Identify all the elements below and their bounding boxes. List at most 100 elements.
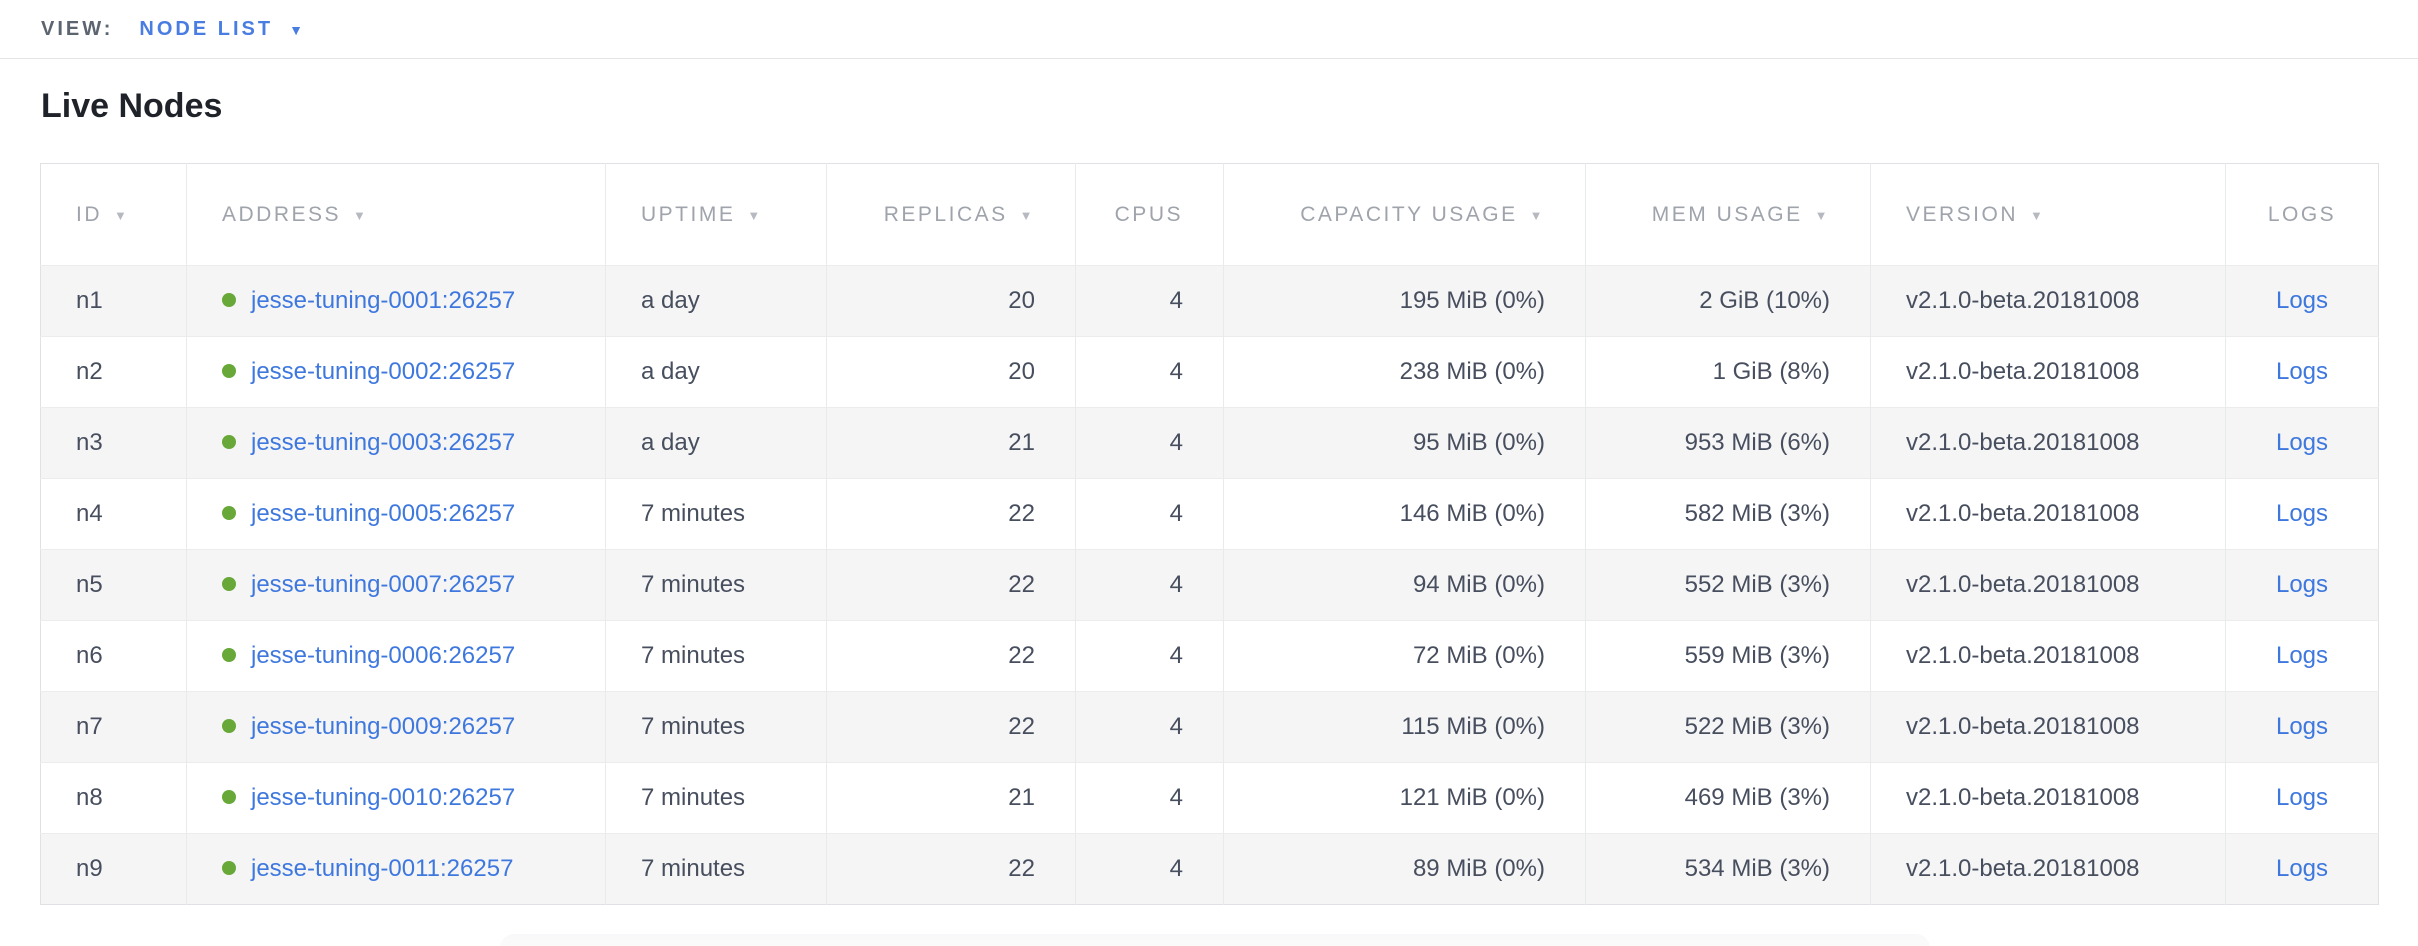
node-live-status-icon	[222, 293, 236, 307]
node-capacity_usage-cell: 72 MiB (0%)	[1223, 620, 1586, 692]
node-id-cell: n6	[40, 620, 187, 692]
column-header-capacity_usage[interactable]: CAPACITY USAGE ▼	[1223, 163, 1586, 266]
page-title: Live Nodes	[41, 87, 223, 125]
column-header-id[interactable]: ID ▼	[40, 163, 187, 266]
column-header-replicas[interactable]: REPLICAS ▼	[826, 163, 1076, 266]
node-logs-link[interactable]: Logs	[2275, 784, 2329, 811]
node-live-status-icon	[222, 861, 236, 875]
node-row-n9: n9 jesse-tuning-0011:26257 7 minutes 22 4 89 …	[40, 833, 2379, 905]
sort-arrow-icon: ▼	[747, 207, 763, 223]
column-header-uptime[interactable]: UPTIME ▼	[605, 163, 827, 266]
node-mem_usage-cell: 534 MiB (3%)	[1585, 833, 1871, 905]
node-address-link[interactable]: jesse-tuning-0006:26257	[251, 642, 516, 669]
sort-arrow-icon: ▼	[1529, 207, 1545, 223]
node-row-n5: n5 jesse-tuning-0007:26257 7 minutes 22 4 94 …	[40, 549, 2379, 621]
column-header-version[interactable]: VERSION ▼	[1870, 163, 2226, 266]
node-replicas-cell: 21	[826, 762, 1076, 834]
node-uptime-cell: 7 minutes	[605, 691, 827, 763]
table-header: ID ▼ ADDRESS ▼ UPTIME ▼ REPLICAS ▼ CPUS CAPACITY …	[40, 163, 2379, 266]
node-address-cell: jesse-tuning-0009:26257	[186, 691, 606, 763]
view-dropdown[interactable]: NODE LIST ▼	[139, 18, 306, 41]
node-replicas-cell: 22	[826, 833, 1076, 905]
node-row-n2: n2 jesse-tuning-0002:26257 a day 20 4 238 MiB…	[40, 336, 2379, 408]
node-capacity_usage-cell: 238 MiB (0%)	[1223, 336, 1586, 408]
node-address-cell: jesse-tuning-0006:26257	[186, 620, 606, 692]
node-cpus-cell: 4	[1075, 549, 1224, 621]
node-cpus-cell: 4	[1075, 691, 1224, 763]
node-id-cell: n8	[40, 762, 187, 834]
sort-arrow-icon: ▼	[353, 207, 369, 223]
column-header-address[interactable]: ADDRESS ▼	[186, 163, 606, 266]
node-replicas-cell: 22	[826, 691, 1076, 763]
node-logs-cell: Logs	[2226, 763, 2379, 834]
node-logs-link[interactable]: Logs	[2275, 571, 2329, 598]
view-selector-bar: VIEW: NODE LIST ▼	[0, 0, 2418, 59]
node-logs-cell: Logs	[2226, 621, 2379, 692]
node-cpus-cell: 4	[1075, 620, 1224, 692]
node-version-cell: v2.1.0-beta.20181008	[1870, 833, 2226, 905]
node-mem_usage-cell: 522 MiB (3%)	[1585, 691, 1871, 763]
node-address-link[interactable]: jesse-tuning-0003:26257	[251, 429, 516, 456]
node-mem_usage-cell: 953 MiB (6%)	[1585, 407, 1871, 479]
column-header-mem_usage[interactable]: MEM USAGE ▼	[1585, 163, 1871, 266]
column-header-label: MEM USAGE	[1651, 202, 1803, 226]
node-mem_usage-cell: 2 GiB (10%)	[1585, 265, 1871, 337]
column-header-label: LOGS	[2267, 202, 2337, 226]
node-version-cell: v2.1.0-beta.20181008	[1870, 620, 2226, 692]
node-uptime-cell: 7 minutes	[605, 478, 827, 550]
node-id-cell: n9	[40, 833, 187, 905]
node-address-link[interactable]: jesse-tuning-0002:26257	[251, 358, 516, 385]
column-header-label: ADDRESS	[222, 202, 342, 226]
node-row-n6: n6 jesse-tuning-0006:26257 7 minutes 22 4 72 …	[40, 620, 2379, 692]
node-address-link[interactable]: jesse-tuning-0001:26257	[251, 287, 516, 314]
node-live-status-icon	[222, 364, 236, 378]
node-address-cell: jesse-tuning-0007:26257	[186, 549, 606, 621]
node-address-cell: jesse-tuning-0010:26257	[186, 762, 606, 834]
node-address-link[interactable]: jesse-tuning-0011:26257	[251, 855, 514, 882]
node-logs-link[interactable]: Logs	[2275, 287, 2329, 314]
node-logs-link[interactable]: Logs	[2275, 358, 2329, 385]
node-capacity_usage-cell: 146 MiB (0%)	[1223, 478, 1586, 550]
node-logs-link[interactable]: Logs	[2275, 642, 2329, 669]
node-capacity_usage-cell: 115 MiB (0%)	[1223, 691, 1586, 763]
live-nodes-table-container: ID ▼ ADDRESS ▼ UPTIME ▼ REPLICAS ▼ CPUS CAPACITY …	[40, 163, 2379, 905]
node-mem_usage-cell: 582 MiB (3%)	[1585, 478, 1871, 550]
node-row-n4: n4 jesse-tuning-0005:26257 7 minutes 22 4 146…	[40, 478, 2379, 550]
node-cpus-cell: 4	[1075, 336, 1224, 408]
node-cpus-cell: 4	[1075, 833, 1224, 905]
node-capacity_usage-cell: 94 MiB (0%)	[1223, 549, 1586, 621]
node-version-cell: v2.1.0-beta.20181008	[1870, 762, 2226, 834]
node-address-cell: jesse-tuning-0001:26257	[186, 265, 606, 337]
column-header-label: UPTIME	[641, 202, 736, 226]
node-uptime-cell: 7 minutes	[605, 833, 827, 905]
node-version-cell: v2.1.0-beta.20181008	[1870, 336, 2226, 408]
node-row-n8: n8 jesse-tuning-0010:26257 7 minutes 21 4 121…	[40, 762, 2379, 834]
node-row-n7: n7 jesse-tuning-0009:26257 7 minutes 22 4 115…	[40, 691, 2379, 763]
node-address-link[interactable]: jesse-tuning-0010:26257	[251, 784, 516, 811]
node-logs-cell: Logs	[2226, 834, 2379, 905]
node-logs-cell: Logs	[2226, 266, 2379, 337]
node-logs-link[interactable]: Logs	[2275, 429, 2329, 456]
node-logs-link[interactable]: Logs	[2275, 713, 2329, 740]
node-address-link[interactable]: jesse-tuning-0009:26257	[251, 713, 516, 740]
node-uptime-cell: a day	[605, 407, 827, 479]
node-live-status-icon	[222, 577, 236, 591]
node-logs-cell: Logs	[2226, 408, 2379, 479]
node-logs-link[interactable]: Logs	[2275, 500, 2329, 527]
column-header-label: CPUS	[1114, 202, 1183, 226]
node-mem_usage-cell: 1 GiB (8%)	[1585, 336, 1871, 408]
partially-visible-panel	[500, 934, 1930, 946]
view-label: VIEW:	[41, 17, 114, 40]
node-row-n1: n1 jesse-tuning-0001:26257 a day 20 4 195 MiB…	[40, 265, 2379, 337]
node-address-cell: jesse-tuning-0011:26257	[186, 833, 606, 905]
node-address-link[interactable]: jesse-tuning-0007:26257	[251, 571, 516, 598]
node-id-cell: n4	[40, 478, 187, 550]
node-uptime-cell: a day	[605, 265, 827, 337]
node-logs-cell: Logs	[2226, 550, 2379, 621]
node-logs-link[interactable]: Logs	[2275, 855, 2329, 882]
node-address-link[interactable]: jesse-tuning-0005:26257	[251, 500, 516, 527]
sort-arrow-icon: ▼	[1019, 207, 1035, 223]
column-header-logs: LOGS	[2225, 163, 2379, 266]
sort-arrow-icon: ▼	[2030, 207, 2046, 223]
node-cpus-cell: 4	[1075, 407, 1224, 479]
